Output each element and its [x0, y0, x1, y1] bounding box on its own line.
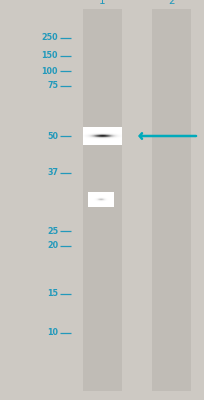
Text: 2: 2 — [167, 0, 174, 6]
Bar — [151, 9, 190, 391]
Text: 1: 1 — [99, 0, 105, 6]
Text: 37: 37 — [47, 168, 58, 177]
Text: 20: 20 — [47, 241, 58, 250]
Text: 75: 75 — [47, 82, 58, 90]
Text: 10: 10 — [47, 328, 58, 337]
Text: 150: 150 — [41, 52, 58, 60]
Text: 25: 25 — [47, 227, 58, 236]
Text: 50: 50 — [47, 132, 58, 140]
Bar — [83, 9, 121, 391]
Text: 15: 15 — [47, 290, 58, 298]
Text: 250: 250 — [41, 34, 58, 42]
Text: 100: 100 — [41, 67, 58, 76]
